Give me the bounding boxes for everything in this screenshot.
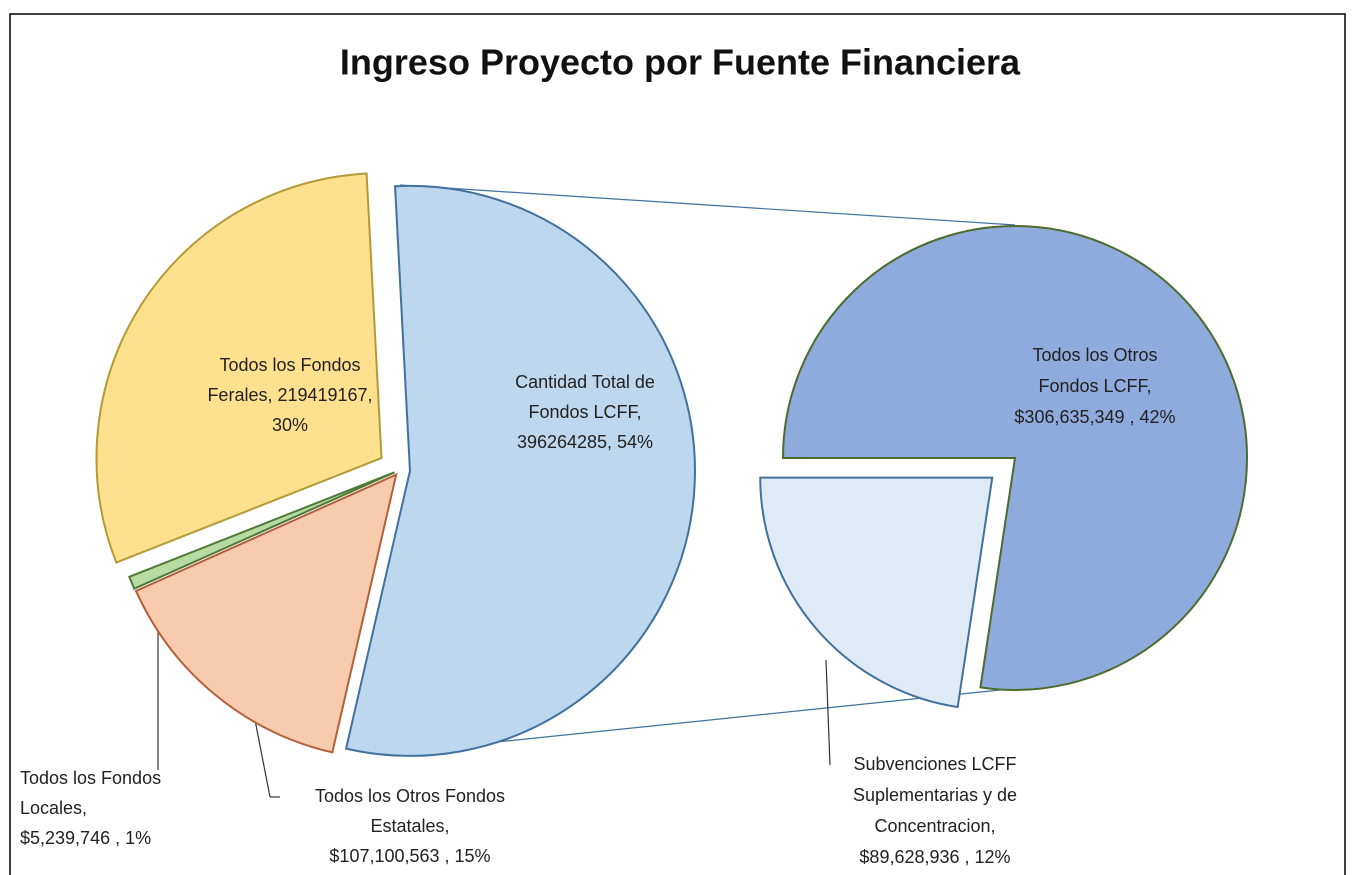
data-label: $306,635,349 , 42%	[1014, 407, 1175, 427]
data-label: Cantidad Total de	[515, 372, 655, 392]
leader-line	[825, 659, 831, 766]
data-label: $89,628,936 , 12%	[859, 847, 1010, 867]
data-label: Locales,	[20, 798, 87, 818]
data-label: Suplementarias y de	[853, 785, 1017, 805]
chart-title: Ingreso Proyecto por Fuente Financiera	[340, 42, 1021, 83]
data-label: Estatales,	[370, 816, 449, 836]
pie-slice	[134, 472, 398, 754]
data-label: Ferales, 219419167,	[207, 385, 372, 405]
data-label: 30%	[272, 415, 308, 435]
data-label: $107,100,563 , 15%	[329, 846, 490, 866]
pie-slice	[128, 471, 395, 590]
data-label: Todos los Otros Fondos	[315, 786, 505, 806]
data-label: Todos los Otros	[1032, 345, 1157, 365]
data-label: 396264285, 54%	[517, 432, 653, 452]
connector-line	[399, 184, 1016, 226]
secondary-slice	[759, 476, 994, 709]
data-label: Fondos LCFF,	[528, 402, 641, 422]
pie-slice	[95, 172, 383, 564]
leader-line	[254, 719, 271, 798]
data-label: Concentracion,	[874, 816, 995, 836]
data-label: $5,239,746 , 1%	[20, 828, 151, 848]
data-label: Todos los Fondos	[20, 768, 161, 788]
data-label: Subvenciones LCFF	[853, 754, 1016, 774]
data-label: Todos los Fondos	[219, 355, 360, 375]
pie-slice	[344, 184, 696, 757]
secondary-slice	[781, 225, 1248, 691]
data-label: Fondos LCFF,	[1038, 376, 1151, 396]
